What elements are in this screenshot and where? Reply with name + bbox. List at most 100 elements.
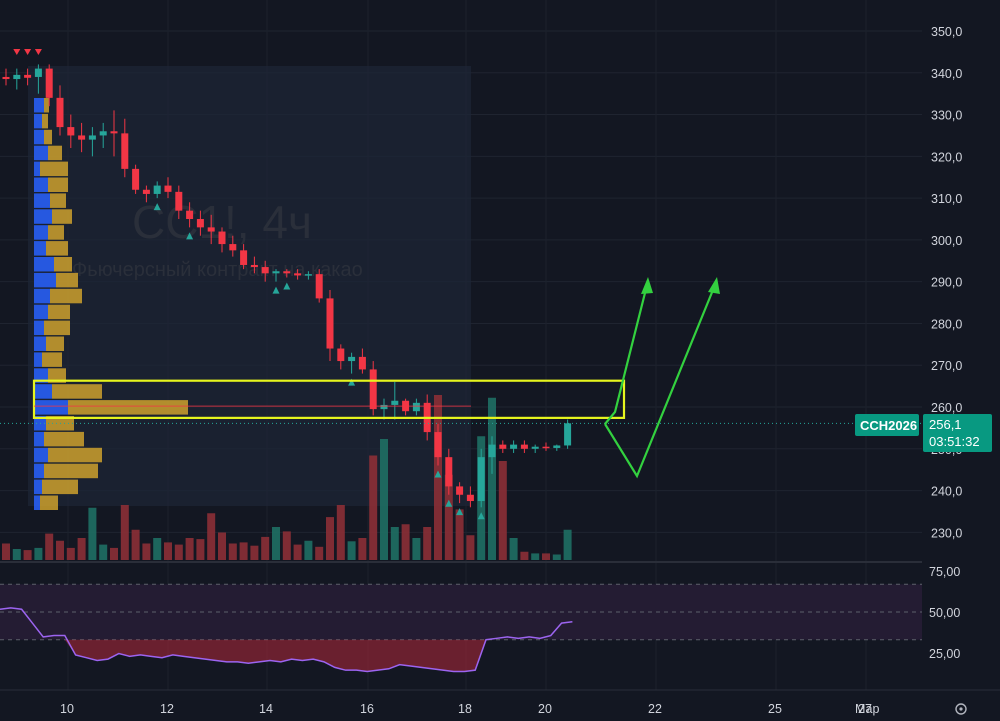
price-tick-label: 230,0 bbox=[931, 526, 962, 540]
buy-signal-marker bbox=[445, 499, 453, 507]
settings-icon[interactable] bbox=[955, 703, 967, 715]
candle-body bbox=[132, 168, 140, 190]
candle-body bbox=[250, 264, 258, 268]
volume-profile-row-up bbox=[34, 145, 48, 161]
volume-profile-row-down bbox=[42, 113, 48, 129]
volume-profile-row-up bbox=[34, 98, 44, 113]
time-tick-label: 22 bbox=[648, 702, 662, 716]
signal-markers bbox=[13, 49, 485, 520]
bar-countdown: 03:51:32 bbox=[929, 434, 980, 449]
buy-signal-marker bbox=[186, 232, 194, 240]
time-tick-label: 14 bbox=[259, 702, 273, 716]
symbol-badge bbox=[855, 414, 919, 436]
drawings[interactable] bbox=[0, 277, 922, 479]
rsi-pane bbox=[0, 583, 922, 673]
volume-bar bbox=[380, 439, 388, 560]
volume-bar bbox=[99, 544, 108, 560]
candle-body bbox=[434, 432, 442, 458]
volume-bar bbox=[261, 536, 270, 560]
volume-bar bbox=[282, 531, 291, 560]
volume-bar bbox=[228, 543, 237, 560]
symbol-badge-text: CCH2026 bbox=[860, 418, 917, 433]
time-tick-label: 12 bbox=[160, 702, 174, 716]
last-price-value: 256,1 bbox=[929, 417, 962, 432]
candle-body bbox=[99, 131, 107, 136]
candle-body bbox=[380, 404, 388, 410]
rsi-line bbox=[0, 607, 573, 673]
volume-profile-row-up bbox=[34, 479, 42, 495]
volume-profile-row-up bbox=[34, 495, 40, 510]
price-tick-label: 310,0 bbox=[931, 192, 962, 206]
volume-bar bbox=[120, 505, 129, 560]
price-tick-label: 240,0 bbox=[931, 485, 962, 499]
volume-bar bbox=[466, 535, 475, 560]
candle-body bbox=[553, 445, 561, 448]
price-tick-label: 300,0 bbox=[931, 234, 962, 248]
candle-body bbox=[520, 444, 528, 449]
volume-bar bbox=[174, 544, 183, 560]
volume-bar bbox=[412, 538, 421, 560]
volume-profile-row-down bbox=[42, 479, 78, 495]
volume-bar bbox=[185, 538, 194, 560]
volume-bar bbox=[531, 553, 540, 560]
volume-bar bbox=[45, 533, 54, 560]
volume-bar bbox=[272, 527, 280, 560]
last-price-badge bbox=[923, 414, 992, 452]
volume-bar bbox=[488, 397, 496, 560]
volume-bar bbox=[34, 547, 43, 560]
candle-body bbox=[2, 76, 10, 80]
candle-body bbox=[369, 369, 377, 410]
volume-profile-row-down bbox=[44, 463, 98, 479]
candle-body bbox=[229, 244, 237, 251]
support-zone-rectangle[interactable] bbox=[32, 379, 626, 419]
candle-body bbox=[218, 231, 226, 245]
volume-bar bbox=[110, 547, 118, 560]
volume-bar bbox=[347, 541, 356, 560]
volume-bar bbox=[444, 474, 453, 560]
candle-body bbox=[240, 250, 248, 265]
volume-profile-row-up bbox=[34, 241, 46, 256]
volume-bar bbox=[326, 517, 334, 560]
candle-body bbox=[45, 68, 53, 98]
candle-body bbox=[56, 97, 64, 128]
candle-body bbox=[283, 271, 291, 274]
volume-profile-row-down bbox=[50, 288, 82, 304]
candle-body bbox=[542, 446, 550, 449]
projection-line-up-2[interactable] bbox=[604, 284, 717, 479]
arrow-head-up-1 bbox=[641, 277, 653, 294]
candle-body bbox=[510, 444, 518, 449]
sell-signal-marker bbox=[13, 49, 21, 55]
candle-body bbox=[272, 271, 280, 274]
rsi-tick-label: 75,00 bbox=[929, 565, 960, 579]
volume-profile-row-down bbox=[46, 241, 68, 256]
volume-profile-row-up bbox=[34, 400, 68, 415]
candle-body bbox=[477, 457, 485, 502]
volume-profile-row-up bbox=[34, 113, 42, 129]
candle-body bbox=[175, 191, 183, 211]
candle-body bbox=[412, 402, 420, 412]
volume-profile-row-down bbox=[48, 225, 64, 240]
volume-profile-row-up bbox=[34, 447, 48, 463]
volume-profile-row-up bbox=[34, 225, 48, 240]
price-tick-label: 350,0 bbox=[931, 25, 962, 39]
candle-body bbox=[88, 135, 96, 140]
projection-line-up-1[interactable] bbox=[604, 284, 649, 425]
volume-profile-row-up bbox=[34, 129, 44, 145]
volume-profile-row-up bbox=[34, 463, 44, 479]
volume-bar bbox=[293, 544, 302, 560]
volume-profile-range-box bbox=[28, 66, 471, 506]
candle-body bbox=[391, 400, 399, 405]
volume-profile-row-down bbox=[48, 145, 62, 161]
candle-body bbox=[207, 227, 215, 232]
price-badges: CCH2026 256,1 03:51:32 bbox=[855, 414, 992, 452]
candle-body bbox=[326, 298, 334, 349]
time-tick-label: 16 bbox=[360, 702, 374, 716]
candle-body bbox=[153, 185, 161, 194]
volume-profile-row-up bbox=[34, 288, 50, 304]
volume-bar bbox=[390, 527, 399, 560]
volume-profile-row-down bbox=[50, 193, 66, 208]
volume-profile-row-down bbox=[44, 129, 52, 145]
candle-body bbox=[466, 494, 474, 502]
